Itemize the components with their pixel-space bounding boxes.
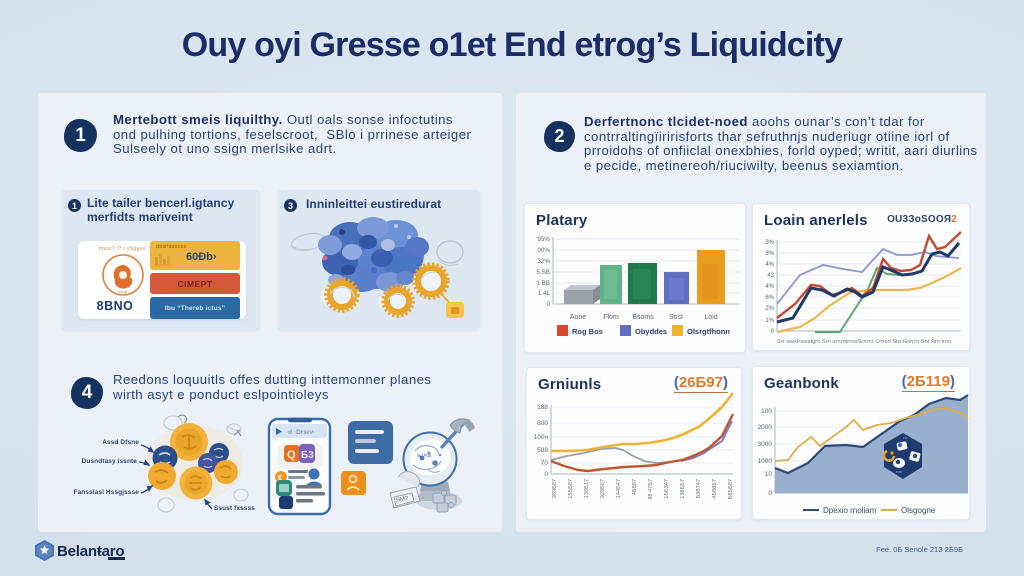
svg-text:3000: 3000: [758, 441, 773, 448]
svg-text:·d ·Drsrv·: ·d ·Drsrv·: [286, 429, 315, 436]
svg-text:Loid: Loid: [704, 314, 717, 321]
svg-text:Flom: Flom: [603, 314, 619, 321]
svg-text:Б8ББ87: Б8ББ87: [728, 479, 734, 499]
svg-text:6%: 6%: [765, 295, 774, 301]
svg-text:138Б17: 138Б17: [584, 479, 590, 498]
svg-text:Dpexio rnoliam: Dpexio rnoliam: [823, 506, 877, 515]
svg-text:43: 43: [767, 273, 774, 279]
svg-text:0: 0: [771, 329, 775, 335]
svg-text:2000: 2000: [758, 424, 773, 431]
svg-text:928Б07: 928Б07: [600, 479, 606, 498]
svg-text:32%: 32%: [537, 258, 550, 265]
svg-text:4%: 4%: [765, 262, 774, 268]
svg-text:3%: 3%: [765, 240, 774, 246]
svg-text:1ББ347: 1ББ347: [664, 479, 670, 499]
svg-text:4Б88Б7: 4Б88Б7: [712, 479, 718, 499]
svg-text:138ББ7: 138ББ7: [680, 479, 686, 499]
svg-text:Obyddes: Obyddes: [635, 327, 667, 336]
svg-text:гn: гn: [903, 436, 906, 440]
svg-text:70: 70: [541, 460, 549, 467]
svg-text:188: 188: [537, 404, 548, 411]
svg-text:Rog Bos: Rog Bos: [572, 327, 603, 336]
svg-text:1 BB: 1 BB: [536, 280, 550, 287]
svg-text:гоn: гоn: [896, 469, 902, 474]
svg-text:8%: 8%: [765, 251, 774, 257]
svg-text:4%: 4%: [765, 284, 774, 290]
svg-text:95%: 95%: [537, 236, 550, 243]
svg-text:800: 800: [537, 420, 548, 427]
svg-text:0: 0: [768, 490, 772, 497]
svg-text:0: 0: [544, 471, 548, 478]
svg-text:0: 0: [546, 301, 550, 308]
svg-text:10: 10: [765, 471, 773, 478]
svg-text:2%: 2%: [765, 306, 774, 312]
svg-text:Aone: Aone: [570, 314, 586, 321]
svg-text:1000: 1000: [758, 458, 773, 465]
svg-text:€: €: [278, 475, 282, 482]
svg-text:00%: 00%: [537, 247, 550, 254]
svg-text:98 47Б7: 98 47Б7: [648, 479, 654, 500]
svg-text:Sгr sоedгssоdgго Sгn огnгntггn: Sгr sоedгssоdgго Sгn огnгntггnоSгnгnг Cг…: [777, 339, 951, 345]
svg-text:5 SB: 5 SB: [536, 269, 550, 276]
svg-text:lad Pda: lad Pda: [417, 453, 432, 458]
svg-text:Б3: Б3: [301, 450, 314, 461]
svg-text:Olsgogne: Olsgogne: [901, 506, 936, 515]
svg-text:989Б87: 989Б87: [552, 479, 558, 498]
svg-text:144Б47: 144Б47: [616, 479, 622, 498]
svg-text:588: 588: [537, 447, 548, 454]
svg-text:100: 100: [761, 408, 772, 415]
svg-text:Б98747: Б98747: [696, 479, 702, 498]
svg-text:Sost: Sost: [669, 314, 683, 321]
svg-text:Q: Q: [287, 449, 296, 461]
svg-text:Bsoms: Bsoms: [632, 314, 654, 321]
svg-text:ЯM?: ЯM?: [395, 496, 409, 504]
svg-text:1%: 1%: [765, 318, 774, 324]
svg-text:vztgz: vztgz: [118, 289, 127, 294]
svg-text:Olsrgtfhonn: Olsrgtfhonn: [687, 327, 730, 336]
svg-text:100ч: 100ч: [534, 434, 548, 441]
svg-text:4Б887: 4Б887: [632, 479, 638, 495]
svg-text:1.4L: 1.4L: [538, 290, 551, 297]
svg-text:15ББ87: 15ББ87: [568, 479, 574, 499]
